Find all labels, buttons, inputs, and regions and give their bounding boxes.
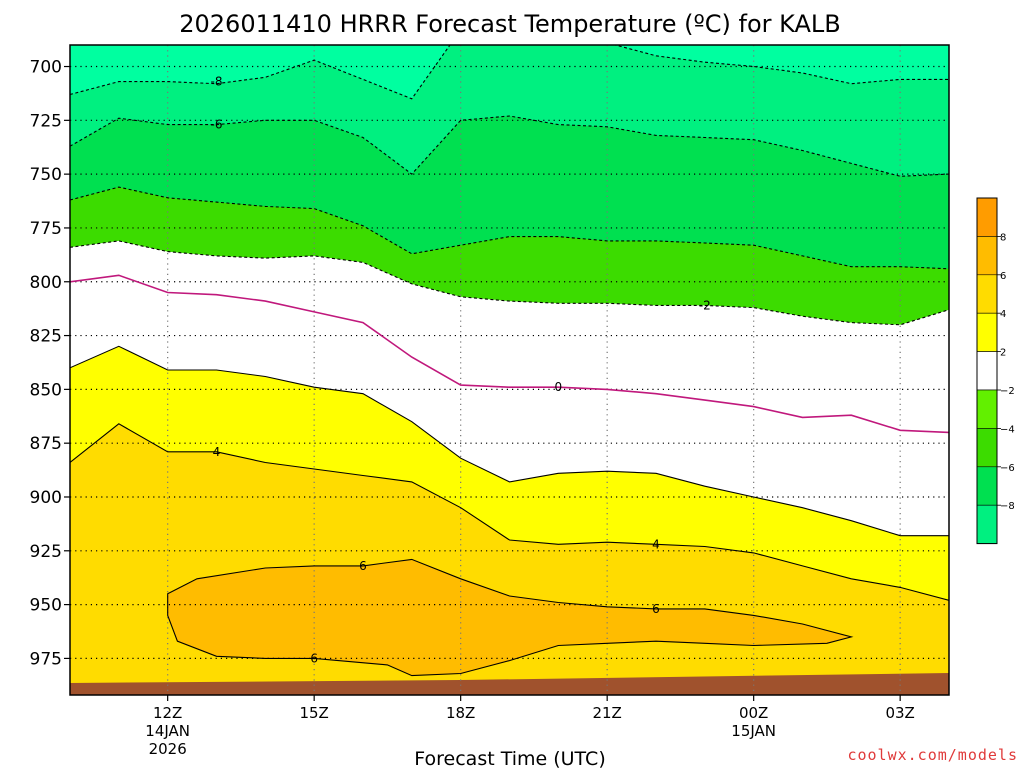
isotherm-label: 6 <box>359 559 367 573</box>
y-tick-label: 775 <box>30 219 62 239</box>
colorbar-label: −2 <box>1000 386 1015 397</box>
x-tick-label: 00Z <box>739 704 768 722</box>
colorbar-label: −4 <box>1000 424 1015 435</box>
colorbar-swatch <box>976 351 998 391</box>
colorbar-label: 6 <box>1000 271 1006 282</box>
ground-surface <box>70 673 949 695</box>
x-tick-label: 21Z <box>592 704 621 722</box>
colorbar-frame <box>976 197 998 545</box>
y-tick-label: 725 <box>30 111 62 131</box>
band-plus6 <box>167 559 852 676</box>
plot-frame <box>69 44 950 696</box>
temperature-fill-layer <box>70 45 949 695</box>
isotherm-label: 4 <box>213 445 221 459</box>
y-tick-label: 950 <box>30 596 62 616</box>
colorbar-swatch <box>976 236 998 276</box>
isotherm-labels: -8 -6 -2 0 4 4 6 6 6 <box>211 75 711 666</box>
colorbar-label: −6 <box>1000 463 1015 474</box>
y-tick-label: 700 <box>30 58 62 78</box>
y-tick-label: 850 <box>30 380 62 400</box>
y-tick-label: 750 <box>30 165 62 185</box>
isotherm-minus2 <box>70 240 949 326</box>
isotherm-minus4 <box>70 186 949 270</box>
colorbar-label: 8 <box>1000 232 1006 243</box>
isotherm-label: -8 <box>211 75 223 89</box>
isotherm-label: 4 <box>652 537 660 551</box>
y-tick-label: 975 <box>30 649 62 669</box>
isotherm-label: -6 <box>211 118 223 132</box>
x-tick-label: 15Z <box>299 704 328 722</box>
y-axis: 700 725 750 775 800 825 850 875 900 925 950 975 <box>30 58 70 669</box>
colorbar-label: 4 <box>1000 309 1006 320</box>
x-tick-date: 15JAN <box>731 722 776 740</box>
color-legend: 8 6 4 2 −2 −4 −6 −8 <box>976 197 1015 545</box>
x-tick-label: 03Z <box>885 704 914 722</box>
x-tick-label: 18Z <box>446 704 475 722</box>
isotherm-6 <box>167 558 854 677</box>
isotherm-label: 6 <box>310 651 318 665</box>
colorbar-swatch <box>976 197 998 237</box>
colorbar-swatch <box>976 466 998 506</box>
isotherm-4 <box>70 423 949 601</box>
x-tick-year: 2026 <box>149 740 187 758</box>
x-tick-date: 14JAN <box>145 722 190 740</box>
isotherm-label: 0 <box>555 380 563 394</box>
y-tick-label: 825 <box>30 327 62 347</box>
colorbar-swatch <box>976 504 998 544</box>
colorbar-swatch <box>976 312 998 352</box>
isotherm-2 <box>70 345 949 537</box>
y-tick-label: 800 <box>30 273 62 293</box>
isotherm-lines <box>70 45 949 677</box>
grid-lines <box>70 45 949 695</box>
colorbar-label: −8 <box>1000 501 1015 512</box>
y-tick-label: 925 <box>30 542 62 562</box>
x-tick-label: 12Z <box>153 704 182 722</box>
isotherm-label: 6 <box>652 602 660 616</box>
y-tick-label: 875 <box>30 434 62 454</box>
x-axis-label: Forecast Time (UTC) <box>414 748 605 768</box>
colorbar-swatch <box>976 389 998 429</box>
colorbar-swatch <box>976 428 998 468</box>
isotherm-label: -2 <box>699 298 711 312</box>
colorbar-label: 2 <box>1000 348 1006 359</box>
chart-title: 2026011410 HRRR Forecast Temperature (ºC… <box>179 10 841 38</box>
colorbar-swatch <box>976 274 998 314</box>
isotherm-minus6 <box>70 115 949 177</box>
isotherm-0 <box>70 274 949 434</box>
y-tick-label: 900 <box>30 488 62 508</box>
credit-text: coolwx.com/models <box>847 746 1018 764</box>
